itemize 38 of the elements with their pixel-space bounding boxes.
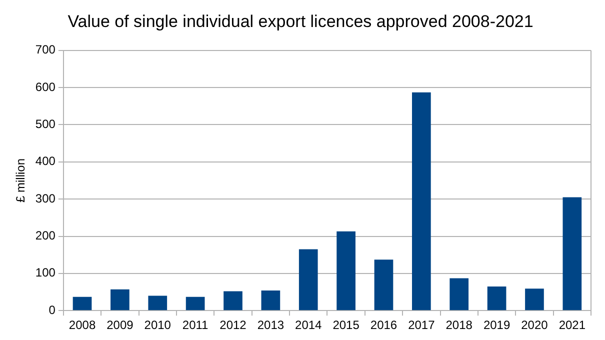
bar: [412, 92, 431, 310]
x-tick-label: 2018: [446, 318, 473, 332]
bar: [487, 286, 506, 310]
bar: [336, 231, 356, 310]
x-tick-label: 2020: [521, 318, 548, 332]
y-tick-label: 700: [35, 42, 56, 57]
x-tick-label: 2013: [257, 318, 284, 332]
bar: [562, 197, 582, 310]
x-tick-label: 2011: [182, 318, 209, 332]
bar: [186, 296, 205, 310]
y-tick-label: 0: [48, 302, 56, 317]
y-tick-label: 400: [35, 154, 56, 168]
x-tick-label: 2015: [332, 318, 360, 332]
x-tick-label: 2019: [483, 318, 510, 332]
bar: [72, 296, 92, 310]
bar: [450, 278, 469, 310]
bar: [525, 288, 544, 310]
y-tick-label: 300: [35, 191, 56, 206]
y-tick-label: 600: [35, 80, 56, 94]
x-tick-label: 2014: [295, 318, 322, 332]
x-tick-label: 2012: [220, 318, 247, 332]
x-tick-label: 2008: [68, 318, 96, 332]
bar: [374, 260, 394, 310]
x-tick-label: 2017: [408, 318, 436, 332]
bar: [110, 289, 130, 310]
bar: [298, 249, 318, 310]
bar: [261, 290, 280, 310]
y-tick-label: 500: [35, 117, 56, 132]
y-axis-title: £ million: [14, 158, 28, 203]
x-tick-label: 2010: [144, 318, 172, 332]
x-tick-label: 2016: [370, 318, 398, 332]
y-tick-label: 100: [35, 266, 56, 280]
x-tick-label: 2021: [558, 318, 586, 332]
x-tick-label: 2009: [106, 318, 134, 332]
bar: [148, 296, 168, 310]
bar: [224, 291, 242, 310]
chart-title: Value of single individual export licences approved 2008-2021: [68, 12, 534, 31]
y-tick-label: 200: [35, 228, 56, 243]
